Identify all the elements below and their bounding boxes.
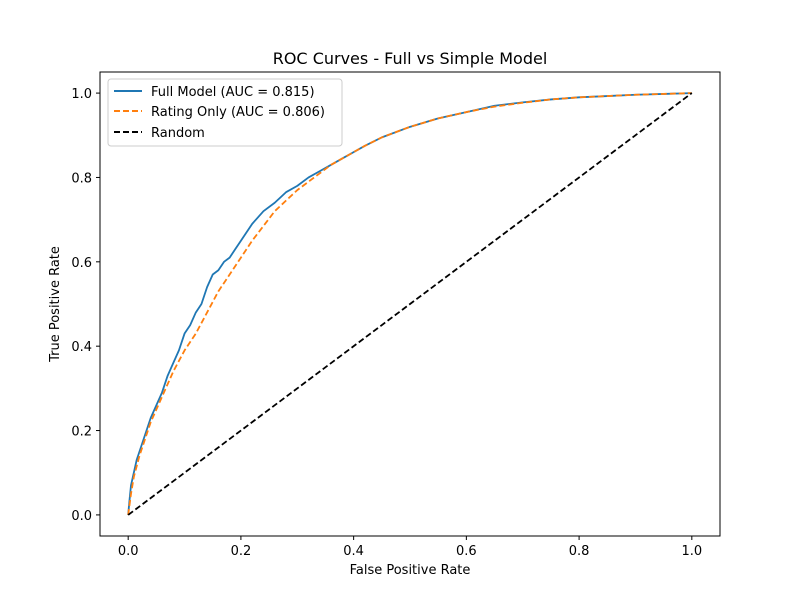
y-tick-label: 0.6 xyxy=(71,256,92,271)
x-tick-label: 1.0 xyxy=(681,544,702,559)
legend-box xyxy=(107,78,343,147)
x-tick-label: 0.4 xyxy=(343,544,364,559)
series-line-1 xyxy=(127,92,692,516)
series-line-2 xyxy=(127,92,693,516)
axis-ticks: 0.0 0.2 0.4 0.6 0.8 1.0 0.0 0.2 0.4 0.6 0.8 1.0 xyxy=(71,87,702,559)
legend-label-rating-only: Rating Only (AUC = 0.806) xyxy=(151,105,325,120)
plot-area xyxy=(127,92,693,516)
y-axis-label: True Positive Rate xyxy=(48,246,63,363)
chart-title: ROC Curves - Full vs Simple Model xyxy=(273,49,548,68)
y-tick-label: 0.0 xyxy=(71,509,92,524)
y-tick-label: 0.4 xyxy=(71,340,92,355)
y-tick-label: 0.2 xyxy=(71,425,92,440)
legend-label-random: Random xyxy=(151,126,205,141)
legend-label-full-model: Full Model (AUC = 0.815) xyxy=(151,85,315,100)
x-axis-label: False Positive Rate xyxy=(350,563,471,578)
x-tick-label: 0.8 xyxy=(569,544,590,559)
x-tick-label: 0.6 xyxy=(456,544,477,559)
x-tick-label: 0.0 xyxy=(118,544,139,559)
legend: Full Model (AUC = 0.815) Rating Only (AU… xyxy=(107,78,343,147)
y-tick-label: 0.8 xyxy=(71,171,92,186)
y-tick-label: 1.0 xyxy=(71,87,92,102)
plot-frame xyxy=(99,71,721,537)
x-tick-label: 0.2 xyxy=(231,544,252,559)
